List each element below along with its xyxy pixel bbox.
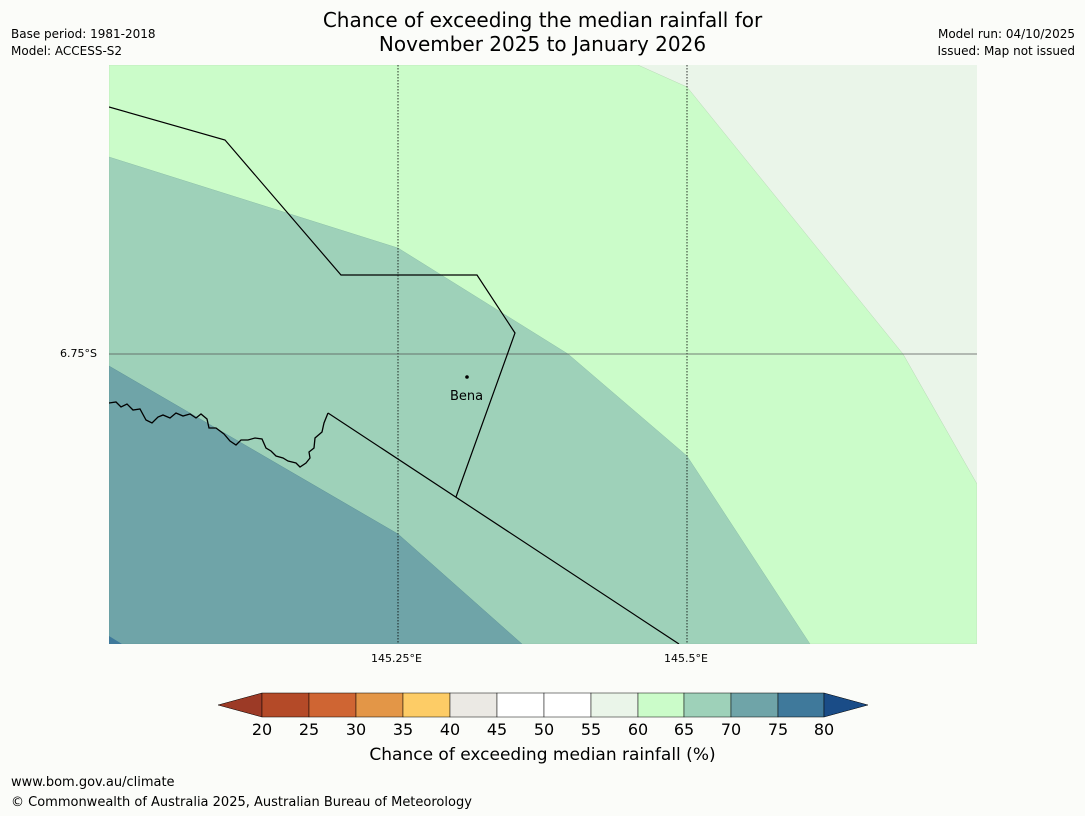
colorbar-bin-20-25: [261, 692, 310, 718]
colorbar-label: Chance of exceeding median rainfall (%): [369, 745, 716, 765]
title-line-2: November 2025 to January 2026: [378, 32, 707, 56]
colorbar-tick: 60: [627, 720, 649, 739]
colorbar-bin-75-80: [777, 692, 825, 718]
colorbar-bin-25-30: [308, 692, 357, 718]
colorbar-tick: 40: [439, 720, 461, 739]
colorbar-bin-35-40: [402, 692, 451, 718]
colorbar-tick: 45: [486, 720, 508, 739]
colorbar-bin-45-50: [496, 692, 545, 718]
district-boundary-north: [109, 106, 516, 498]
colorbar-tick: 30: [345, 720, 367, 739]
colorbar-bin-60-65: [637, 692, 685, 718]
meta-left: Base period: 1981-2018 Model: ACCESS-S2: [11, 26, 156, 60]
district-boundary-south: [327, 412, 680, 644]
footer-url[interactable]: www.bom.gov.au/climate: [11, 775, 175, 790]
colorbar-tick: 50: [533, 720, 555, 739]
colorbar-bin-50-55: [543, 692, 592, 718]
model-name: Model: ACCESS-S2: [11, 44, 123, 58]
colorbar-tick: 65: [673, 720, 695, 739]
colorbar-bin-30-35: [355, 692, 404, 718]
colorbar: [217, 692, 869, 718]
base-period: Base period: 1981-2018: [11, 27, 156, 41]
footer-copyright: © Commonwealth of Australia 2025, Austra…: [11, 795, 472, 810]
longitude-label-145-25: 145.25°E: [371, 652, 422, 665]
coastline: [109, 401, 329, 468]
bena-marker: [465, 375, 469, 379]
probability-contours: [109, 65, 977, 644]
colorbar-bin-40-45: [449, 692, 498, 718]
issued-status: Issued: Map not issued: [937, 44, 1075, 58]
colorbar-tick: 55: [580, 720, 602, 739]
colorbar-extend-below: [217, 692, 263, 718]
place-label-bena: Bena: [450, 389, 484, 404]
colorbar-bin-55-60: [590, 692, 639, 718]
colorbar-extend-above: [823, 692, 869, 718]
title-line-1: Chance of exceeding the median rainfall …: [322, 8, 763, 32]
contour-75-80: [109, 636, 122, 644]
meta-right: Model run: 04/10/2025 Issued: Map not is…: [937, 26, 1075, 60]
colorbar-tick: 75: [767, 720, 789, 739]
colorbar-tick: 25: [298, 720, 320, 739]
model-run: Model run: 04/10/2025: [937, 27, 1075, 41]
longitude-label-145-5: 145.5°E: [664, 652, 708, 665]
colorbar-bin-70-75: [730, 692, 779, 718]
colorbar-tick: 80: [813, 720, 835, 739]
latitude-label: 6.75°S: [60, 347, 97, 360]
colorbar-tick: 35: [392, 720, 414, 739]
colorbar-tick: 20: [251, 720, 273, 739]
colorbar-tick: 70: [720, 720, 742, 739]
colorbar-bin-65-70: [683, 692, 732, 718]
map-title: Chance of exceeding the median rainfall …: [0, 8, 1085, 56]
contour-70-75: [109, 365, 523, 644]
